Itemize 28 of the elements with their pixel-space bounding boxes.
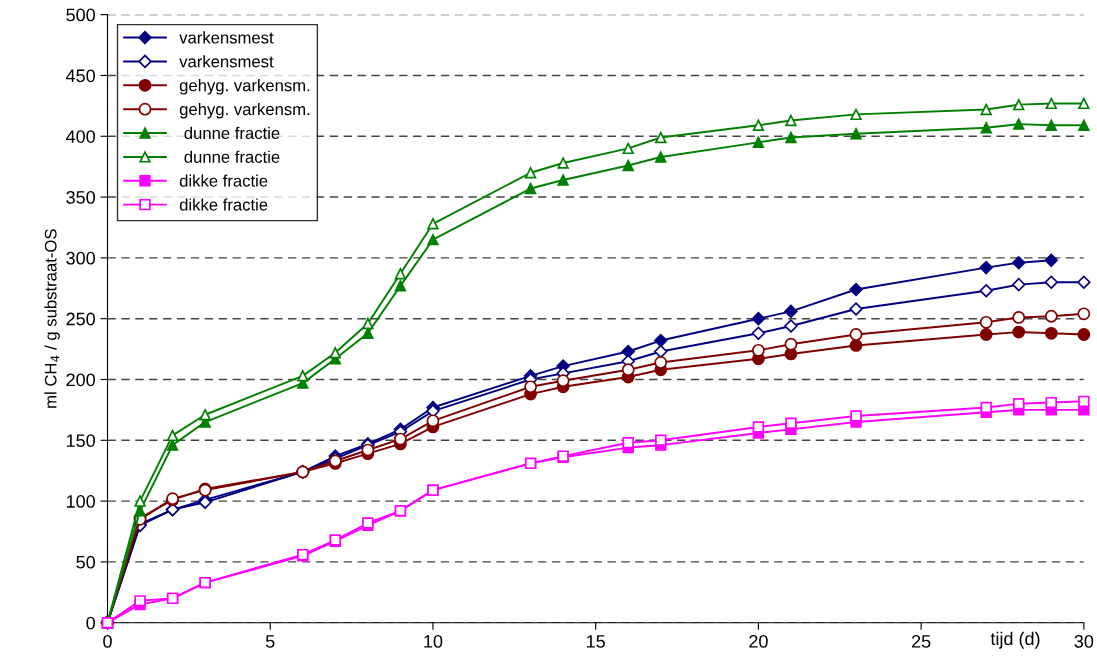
y-tick-label: 200 bbox=[66, 373, 95, 387]
y-tick-label: 500 bbox=[66, 8, 95, 22]
legend-label: varkensmest bbox=[179, 31, 274, 44]
x-tick-label: 30 bbox=[1074, 634, 1094, 648]
y-tick-label: 50 bbox=[76, 555, 95, 569]
y-tick-label: 300 bbox=[66, 251, 95, 265]
y-tick-label: 0 bbox=[86, 616, 95, 630]
x-tick-label: 15 bbox=[587, 635, 605, 648]
x-tick-label: 5 bbox=[265, 635, 275, 648]
legend-label: dikke fractie bbox=[179, 198, 268, 211]
x-tick-label: 25 bbox=[911, 634, 931, 648]
y-tick-label: 350 bbox=[66, 191, 95, 204]
x-tick-label: 0 bbox=[103, 634, 112, 648]
legend-label: dikke fractie bbox=[179, 174, 268, 187]
y-tick-label: 400 bbox=[65, 130, 95, 143]
legend-label: varkensmest bbox=[179, 55, 274, 68]
legend-label: dunne fractie bbox=[184, 150, 280, 163]
y-tick-label: 250 bbox=[66, 312, 95, 326]
x-axis-title: tijd (d) bbox=[990, 631, 1040, 649]
x-tick-label: 10 bbox=[424, 634, 443, 648]
legend-label: gehyg. varkensm. bbox=[179, 79, 310, 95]
y-tick-label: 100 bbox=[66, 495, 95, 508]
y-tick-label: 450 bbox=[65, 69, 95, 83]
y-axis-title: ml CH$_{4}$ / g substraat-OS bbox=[44, 229, 60, 408]
legend-label: gehyg. varkensm. bbox=[179, 102, 310, 119]
legend-label: dunne fractie bbox=[184, 126, 280, 140]
y-tick-label: 150 bbox=[66, 434, 95, 448]
x-tick-label: 20 bbox=[749, 634, 768, 648]
